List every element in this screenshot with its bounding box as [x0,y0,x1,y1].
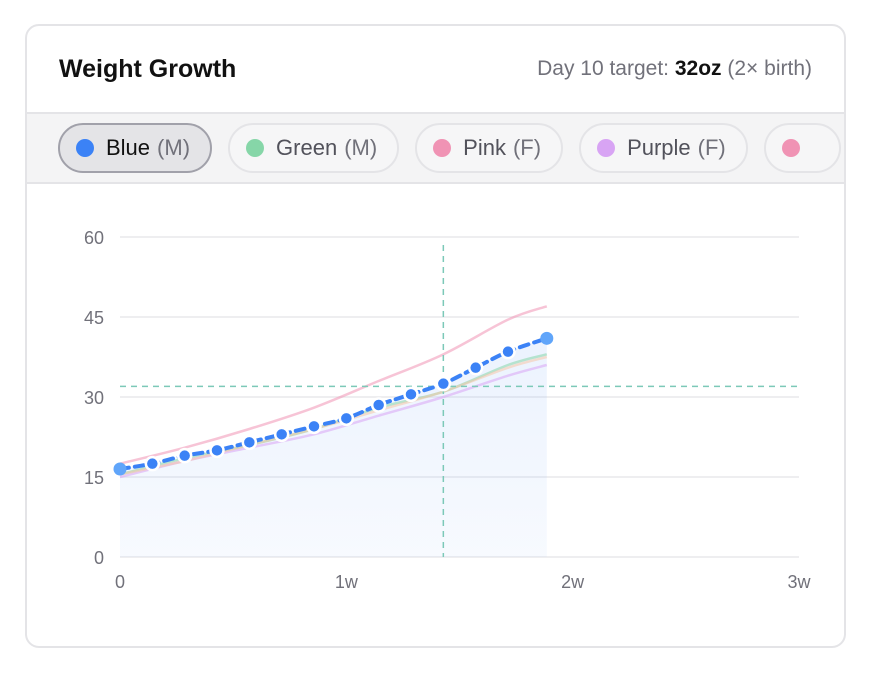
pill-label: Pink [463,135,506,160]
x-tick-label: 0 [115,572,125,592]
pill-sex: (M) [157,135,191,160]
weight-growth-card: Weight Growth Day 10 target: 32oz (2× bi… [25,24,846,648]
pill-pink[interactable]: Pink (F) [415,123,564,173]
series-line-pink [119,305,548,465]
pill-label: Green [276,135,338,160]
target-note: (2× birth) [727,57,812,80]
kitten-filter-bar: Blue (M) Green (M) Pink (F) Purple (F) [27,114,844,184]
data-point [176,447,193,464]
color-dot-icon [76,139,94,157]
y-tick-label: 15 [84,468,104,488]
data-point [338,410,355,427]
color-dot-icon [246,139,265,157]
data-point [241,434,258,451]
data-point [403,386,419,403]
data-point [209,442,225,459]
data-point [144,455,161,472]
chart-title: Weight Growth [59,54,237,83]
y-tick-label: 30 [84,388,104,408]
target-info: Day 10 target: 32oz (2× birth) [537,57,812,81]
data-point [370,397,387,413]
y-tick-label: 60 [84,228,104,248]
pill-overflow[interactable] [763,123,841,173]
card-header: Weight Growth Day 10 target: 32oz (2× bi… [27,26,844,114]
data-point [540,331,554,345]
data-point [273,426,290,443]
data-point [500,343,516,360]
pill-sex: (M) [344,135,378,160]
pill-sex: (F) [697,135,726,160]
pill-label: Purple [627,135,691,160]
pill-blue[interactable]: Blue (M) [58,123,213,173]
chart-area: 0 15 30 45 60 0 1w 2w 3w [27,184,844,646]
data-point [435,375,452,392]
x-tick-label: 2w [561,572,585,592]
y-tick-label: 45 [84,308,104,328]
target-label: Day 10 target: [537,57,669,80]
color-dot-icon [433,139,452,157]
target-value: 32oz [674,57,722,80]
color-dot-icon [597,139,616,157]
weight-chart: 0 15 30 45 60 0 1w 2w 3w [84,228,812,592]
x-tick-label: 3w [787,572,811,592]
x-tick-label: 1w [335,572,359,592]
pill-label: Blue [106,135,151,160]
data-point [467,359,484,376]
color-dot-icon [781,139,800,157]
pill-sex: (F) [512,135,542,160]
data-point [113,462,127,476]
y-tick-label: 0 [94,548,104,568]
data-point [306,418,322,435]
pill-purple[interactable]: Purple (F) [579,123,748,173]
pill-green[interactable]: Green (M) [228,123,400,173]
